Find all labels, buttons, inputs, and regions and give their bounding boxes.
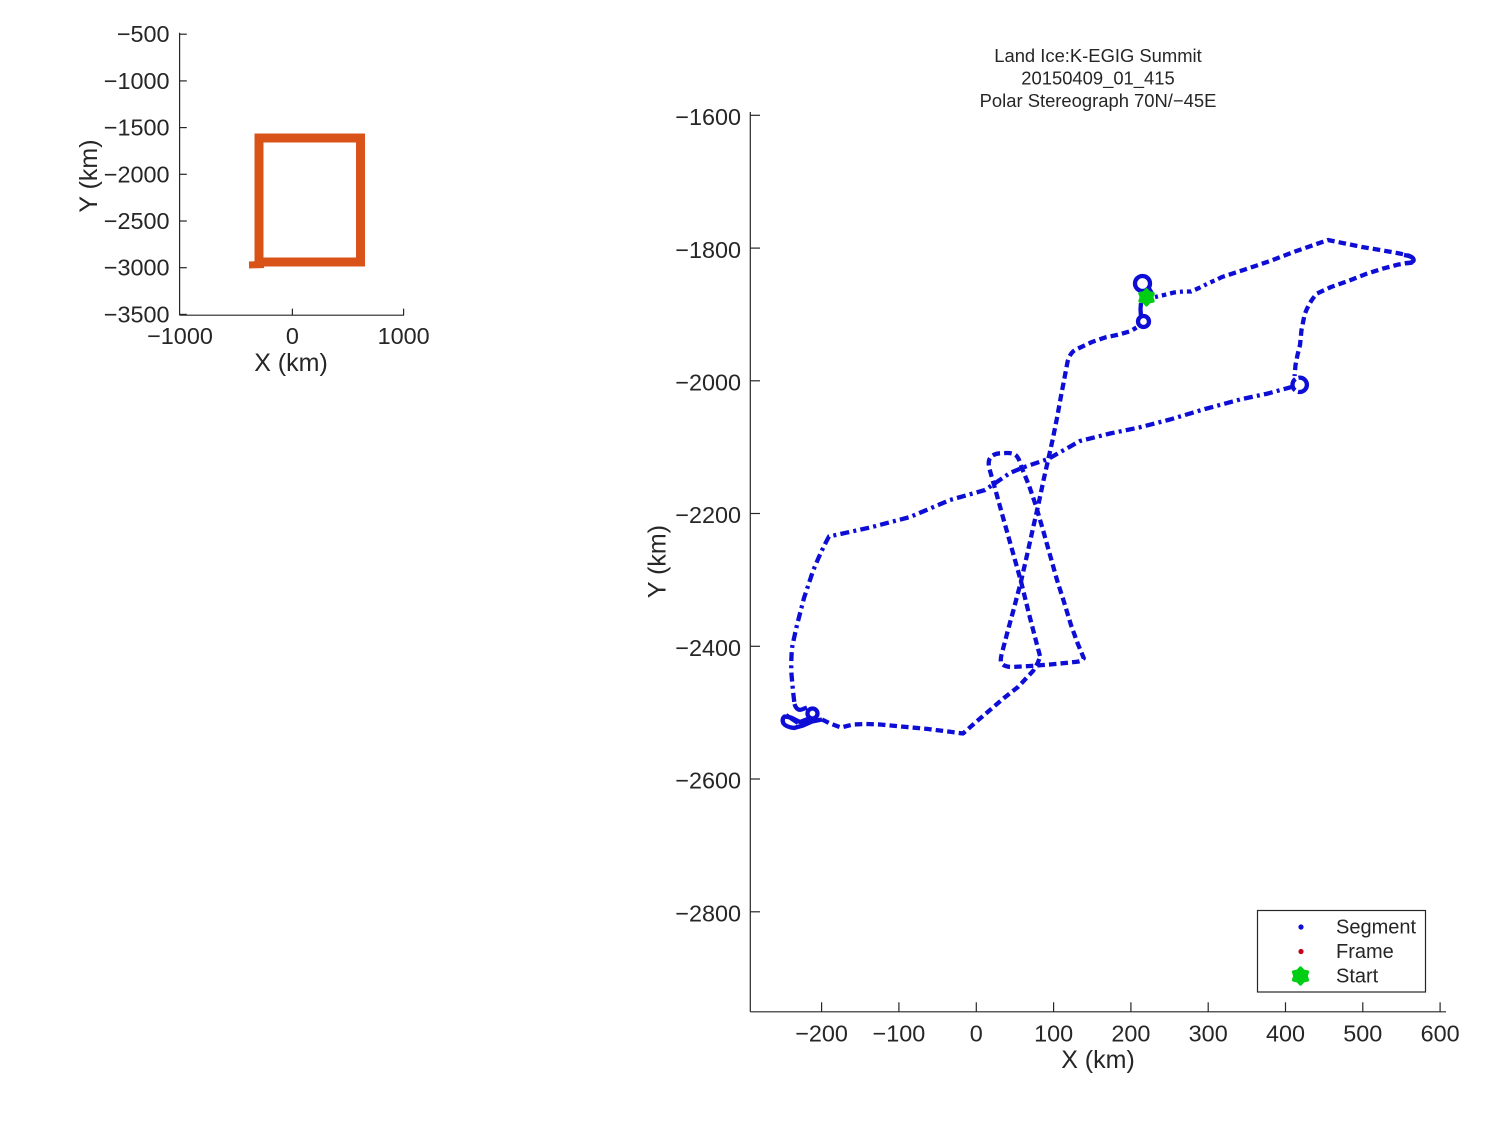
svg-text:−2600: −2600 <box>675 768 741 794</box>
svg-text:0: 0 <box>970 1021 983 1047</box>
svg-text:−2500: −2500 <box>104 208 170 234</box>
svg-text:300: 300 <box>1189 1021 1228 1047</box>
svg-text:−2200: −2200 <box>675 502 741 528</box>
svg-text:Polar Stereograph 70N/−45E: Polar Stereograph 70N/−45E <box>980 90 1217 111</box>
svg-text:Segment: Segment <box>1336 917 1416 939</box>
svg-text:−1500: −1500 <box>104 115 170 141</box>
svg-text:−2800: −2800 <box>675 901 741 927</box>
svg-text:X (km): X (km) <box>254 349 328 377</box>
svg-text:−1000: −1000 <box>104 68 170 94</box>
svg-text:200: 200 <box>1111 1021 1150 1047</box>
svg-text:−2000: −2000 <box>675 370 741 396</box>
svg-text:−500: −500 <box>117 21 170 47</box>
svg-text:600: 600 <box>1421 1021 1460 1047</box>
svg-text:400: 400 <box>1266 1021 1305 1047</box>
svg-text:1000: 1000 <box>378 323 430 349</box>
svg-text:Y (km): Y (km) <box>75 139 103 212</box>
svg-text:−1600: −1600 <box>675 104 741 130</box>
svg-text:X (km): X (km) <box>1061 1046 1135 1074</box>
svg-text:0: 0 <box>286 323 299 349</box>
svg-text:−100: −100 <box>873 1021 926 1047</box>
svg-text:−2000: −2000 <box>104 161 170 187</box>
svg-text:100: 100 <box>1034 1021 1073 1047</box>
svg-text:Land Ice:K-EGIG Summit: Land Ice:K-EGIG Summit <box>994 45 1201 66</box>
svg-text:−200: −200 <box>795 1021 848 1047</box>
svg-text:Y (km): Y (km) <box>644 525 672 598</box>
svg-text:−1000: −1000 <box>147 323 213 349</box>
svg-text:−1800: −1800 <box>675 237 741 263</box>
svg-text:20150409_01_415: 20150409_01_415 <box>1021 68 1174 90</box>
svg-text:Start: Start <box>1336 966 1379 988</box>
svg-text:−3500: −3500 <box>104 301 170 327</box>
svg-text:−3000: −3000 <box>104 255 170 281</box>
svg-text:−2400: −2400 <box>675 635 741 661</box>
svg-text:500: 500 <box>1343 1021 1382 1047</box>
svg-text:Frame: Frame <box>1336 941 1394 963</box>
